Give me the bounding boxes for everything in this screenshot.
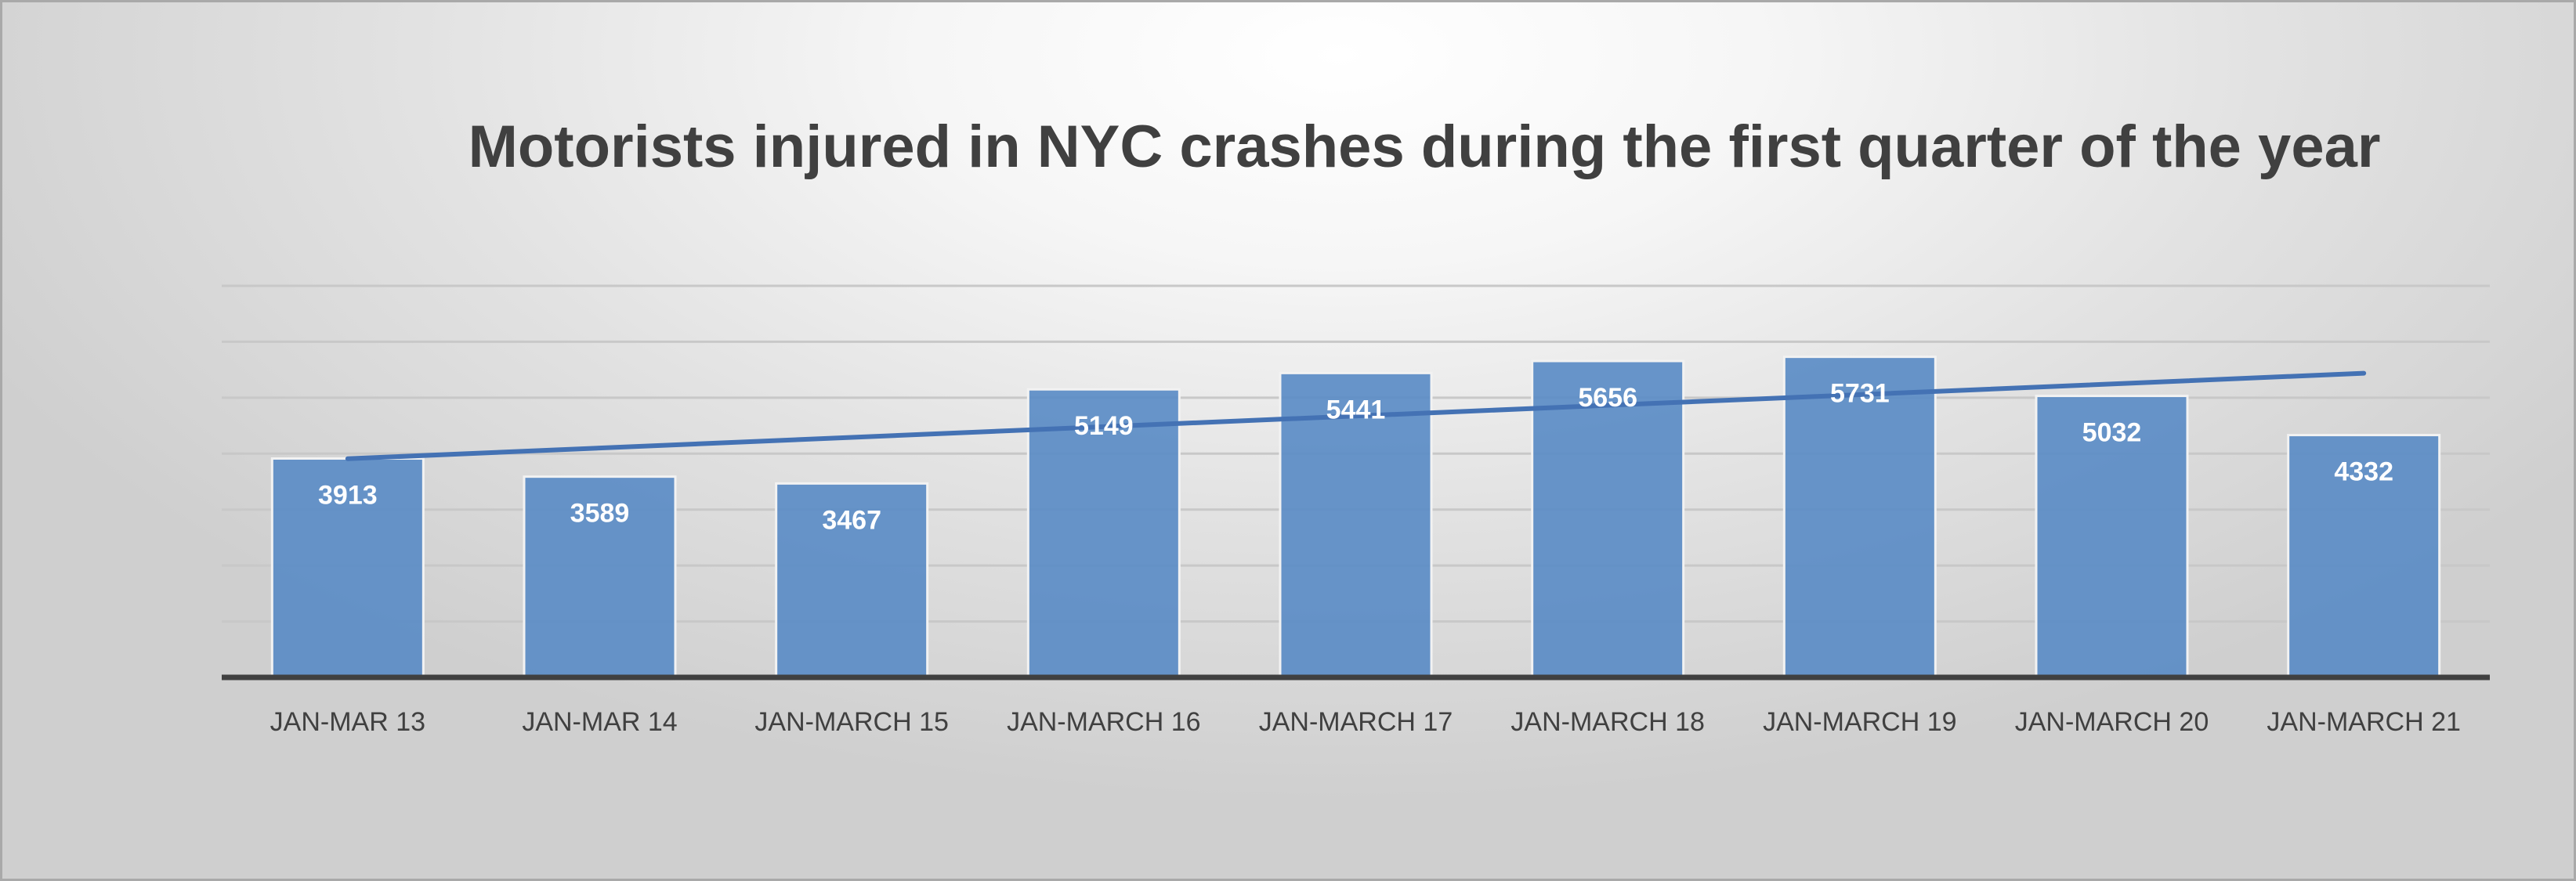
data-label: 5656 bbox=[1578, 383, 1637, 413]
data-label: 5149 bbox=[1074, 411, 1134, 441]
x-tick-label: JAN-MARCH 18 bbox=[1511, 707, 1704, 737]
x-tick-label: JAN-MARCH 21 bbox=[2267, 707, 2460, 737]
category-axis-labels: JAN-MAR 13 JAN-MAR 14 JAN-MARCH 15 JAN-MARC… bbox=[270, 707, 2461, 737]
bars bbox=[270, 356, 2441, 679]
bar bbox=[523, 475, 677, 679]
x-tick-label: JAN-MARCH 19 bbox=[1763, 707, 1956, 737]
data-labels: 3913 3589 3467 5149 5441 5656 5731 5032 4332 bbox=[318, 379, 2393, 536]
bar bbox=[1279, 371, 1433, 679]
x-tick-label: JAN-MARCH 16 bbox=[1007, 707, 1200, 737]
x-tick-label: JAN-MAR 14 bbox=[522, 707, 677, 737]
data-label: 5032 bbox=[2082, 418, 2142, 448]
data-label: 3913 bbox=[318, 481, 378, 511]
bar bbox=[1531, 359, 1685, 679]
data-label: 3589 bbox=[570, 499, 630, 529]
trendline-group bbox=[345, 370, 2367, 461]
data-label: 3467 bbox=[822, 505, 881, 535]
x-tick-label: JAN-MARCH 15 bbox=[754, 707, 948, 737]
bar bbox=[1026, 388, 1181, 679]
data-label: 4332 bbox=[2334, 457, 2393, 487]
x-tick-label: JAN-MAR 13 bbox=[270, 707, 425, 737]
trendline bbox=[345, 370, 2367, 461]
bar bbox=[2035, 395, 2189, 679]
bar bbox=[775, 482, 929, 679]
x-tick-label: JAN-MARCH 20 bbox=[2015, 707, 2209, 737]
x-tick-label: JAN-MARCH 17 bbox=[1259, 707, 1453, 737]
bar bbox=[1782, 356, 1937, 679]
data-label: 5441 bbox=[1326, 395, 1386, 424]
chart-title: Motorists injured in NYC crashes during … bbox=[469, 114, 2381, 180]
data-label: 5731 bbox=[1830, 379, 1890, 409]
